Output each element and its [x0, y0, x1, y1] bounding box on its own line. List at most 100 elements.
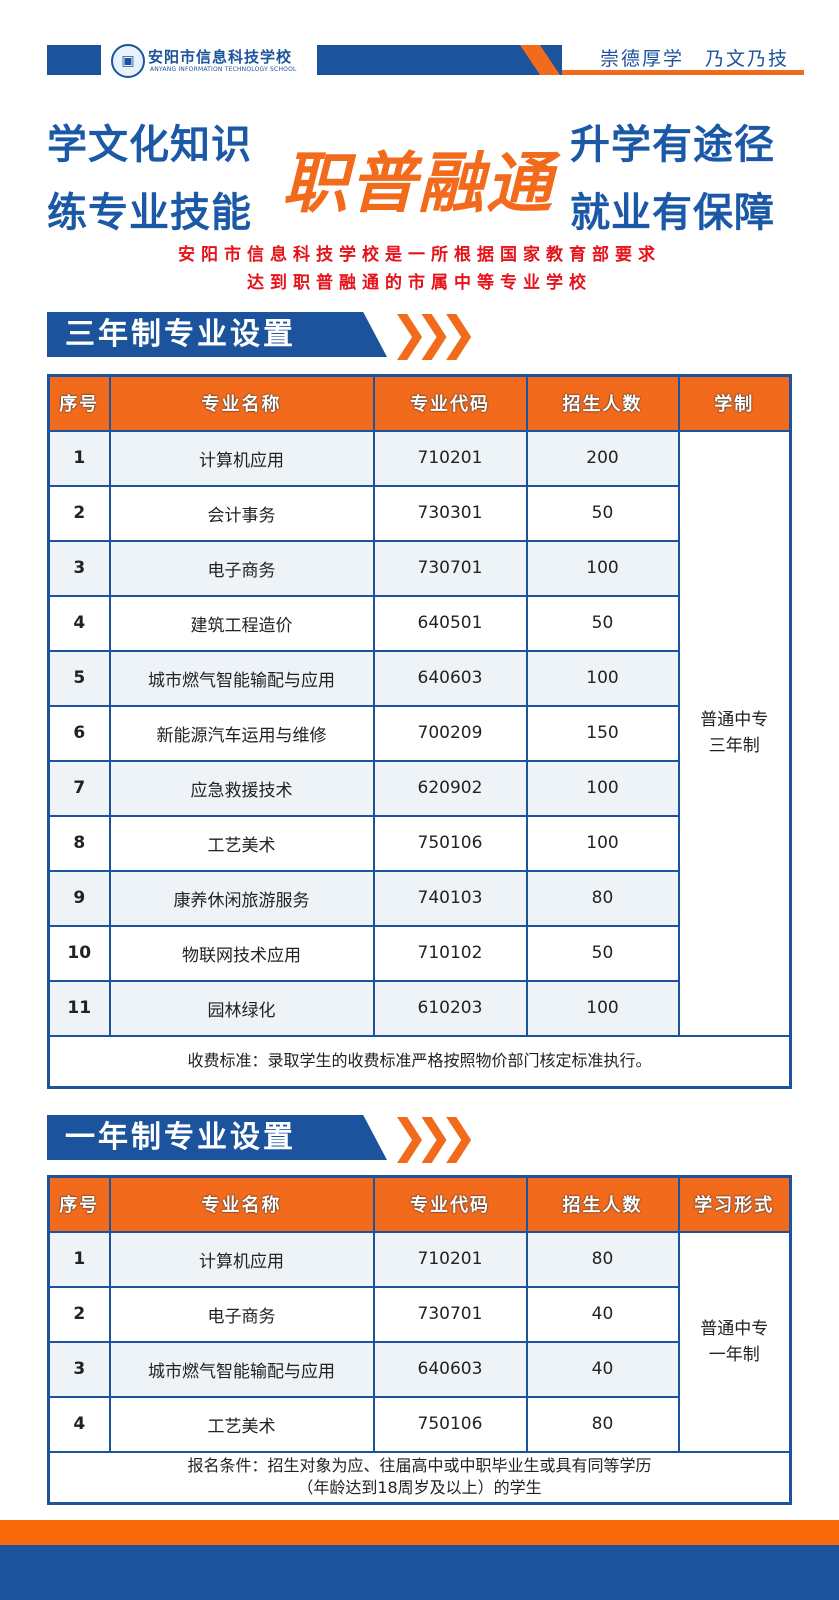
table-row: 8 工艺美术 750106 100 — [47, 814, 791, 872]
header-cell: 招生人数 — [525, 1175, 680, 1233]
hero-title: 职普融通 — [282, 145, 554, 222]
enrollment: 100 — [525, 814, 680, 872]
enrollment: 150 — [525, 704, 680, 762]
enrollment: 80 — [525, 1230, 680, 1288]
major-name: 会计事务 — [108, 484, 375, 542]
row-number: 8 — [47, 814, 111, 872]
header-cell: 序号 — [47, 1175, 111, 1233]
row-number: 5 — [47, 649, 111, 707]
intro-line-1: 安阳市信息科技学校是一所根据国家教育部要求 — [178, 245, 661, 265]
header-cell: 专业名称 — [108, 374, 375, 432]
header-cell: 学制 — [677, 374, 792, 432]
major-code: 640603 — [372, 649, 528, 707]
requirement-note-1: 报名条件：招生对象为应、往届高中或中职毕业生或具有同等学历 — [187, 1456, 652, 1476]
header-cell: 专业代码 — [372, 1175, 528, 1233]
row-number: 10 — [47, 924, 111, 982]
major-code: 620902 — [372, 759, 528, 817]
table-row: 5 城市燃气智能输配与应用 640603 100 — [47, 649, 791, 707]
major-code: 710102 — [372, 924, 528, 982]
one-year-table: 序号 专业名称 专业代码 招生人数 学习形式 1 计算机应用 710201 80 普通中… — [47, 1175, 792, 1505]
row-number: 3 — [47, 1340, 111, 1398]
table-note: 报名条件：招生对象为应、往届高中或中职毕业生或具有同等学历 （年龄达到18周岁及以… — [47, 1450, 792, 1505]
table-row: 10 物联网技术应用 710102 50 — [47, 924, 791, 982]
major-code: 750106 — [372, 814, 528, 872]
row-number: 4 — [47, 594, 111, 652]
section-title-one-year: 一年制专业设置 — [47, 1115, 387, 1160]
row-number: 1 — [47, 429, 111, 487]
major-code: 750106 — [372, 1395, 528, 1453]
table-row: 2 会计事务 730301 50 — [47, 484, 791, 542]
row-number: 2 — [47, 1285, 111, 1343]
school-name-en: ANYANG INFORMATION TECHNOLOGY SCHOOL — [150, 66, 297, 73]
enrollment: 40 — [525, 1340, 680, 1398]
school-name: 安阳市信息科技学校 — [148, 48, 293, 66]
footer-blue-bar — [0, 1545, 839, 1600]
major-name: 城市燃气智能输配与应用 — [108, 1340, 375, 1398]
table-row: 3 城市燃气智能输配与应用 640603 40 — [47, 1340, 791, 1398]
row-number: 9 — [47, 869, 111, 927]
major-code: 730701 — [372, 1285, 528, 1343]
three-year-table: 序号 专业名称 专业代码 招生人数 学制 1 计算机应用 710201 200 普通中专… — [47, 374, 792, 1089]
study-system: 普通中专 一年制 — [677, 1230, 792, 1453]
major-code: 640603 — [372, 1340, 528, 1398]
table-row: 9 康养休闲旅游服务 740103 80 — [47, 869, 791, 927]
major-name: 康养休闲旅游服务 — [108, 869, 375, 927]
system-line-2: 三年制 — [708, 736, 760, 756]
major-code: 700209 — [372, 704, 528, 762]
major-code: 740103 — [372, 869, 528, 927]
major-name: 建筑工程造价 — [108, 594, 375, 652]
table-row: 4 建筑工程造价 640501 50 — [47, 594, 791, 652]
section-title-three-year: 三年制专业设置 — [47, 312, 387, 357]
table-row: 6 新能源汽车运用与维修 700209 150 — [47, 704, 791, 762]
enrollment: 50 — [525, 594, 680, 652]
header-cell: 专业代码 — [372, 374, 528, 432]
major-code: 730301 — [372, 484, 528, 542]
enrollment: 40 — [525, 1285, 680, 1343]
major-code: 730701 — [372, 539, 528, 597]
major-code: 710201 — [372, 429, 528, 487]
major-name: 计算机应用 — [108, 1230, 375, 1288]
header-cell: 序号 — [47, 374, 111, 432]
major-name: 电子商务 — [108, 1285, 375, 1343]
table-row: 1 计算机应用 710201 200 普通中专 三年制 — [47, 429, 792, 1037]
enrollment: 100 — [525, 759, 680, 817]
row-number: 1 — [47, 1230, 111, 1288]
enrollment: 100 — [525, 649, 680, 707]
table-row: 3 电子商务 730701 100 — [47, 539, 791, 597]
enrollment: 80 — [525, 869, 680, 927]
major-name: 工艺美术 — [108, 814, 375, 872]
major-code: 640501 — [372, 594, 528, 652]
system-line-1: 普通中专 — [700, 1318, 769, 1339]
row-number: 11 — [47, 979, 111, 1037]
row-number: 7 — [47, 759, 111, 817]
major-name: 城市燃气智能输配与应用 — [108, 649, 375, 707]
fee-note: 收费标准：录取学生的收费标准严格按照物价部门核定标准执行。 — [187, 1051, 652, 1071]
top-line — [562, 70, 804, 75]
major-name: 电子商务 — [108, 539, 375, 597]
major-name: 工艺美术 — [108, 1395, 375, 1453]
slogan-right-1: 升学有途径 — [570, 122, 775, 168]
row-number: 2 — [47, 484, 111, 542]
header-cell: 学习形式 — [677, 1175, 792, 1233]
major-code: 610203 — [372, 979, 528, 1037]
major-name: 计算机应用 — [108, 429, 375, 487]
enrollment: 200 — [525, 429, 680, 487]
enrollment: 80 — [525, 1395, 680, 1453]
enrollment: 50 — [525, 924, 680, 982]
table-row: 2 电子商务 730701 40 — [47, 1285, 791, 1343]
slogan-right-2: 就业有保障 — [570, 190, 775, 236]
study-system: 普通中专 三年制 — [677, 429, 792, 1037]
top-bar-left — [47, 45, 101, 75]
header-cell: 招生人数 — [525, 374, 680, 432]
system-line-1: 普通中专 — [700, 710, 769, 730]
slogan-left-2: 练专业技能 — [47, 190, 252, 236]
major-name: 物联网技术应用 — [108, 924, 375, 982]
table-row: 11 园林绿化 610203 100 — [47, 979, 791, 1037]
row-number: 4 — [47, 1395, 111, 1453]
system-line-2: 一年制 — [708, 1344, 760, 1365]
table-row: 4 工艺美术 750106 80 — [47, 1395, 791, 1453]
table-row: 7 应急救援技术 620902 100 — [47, 759, 791, 817]
header-cell: 专业名称 — [108, 1175, 375, 1233]
footer-orange-bar — [0, 1520, 839, 1545]
motto: 崇德厚学 乃文乃技 — [600, 48, 790, 70]
